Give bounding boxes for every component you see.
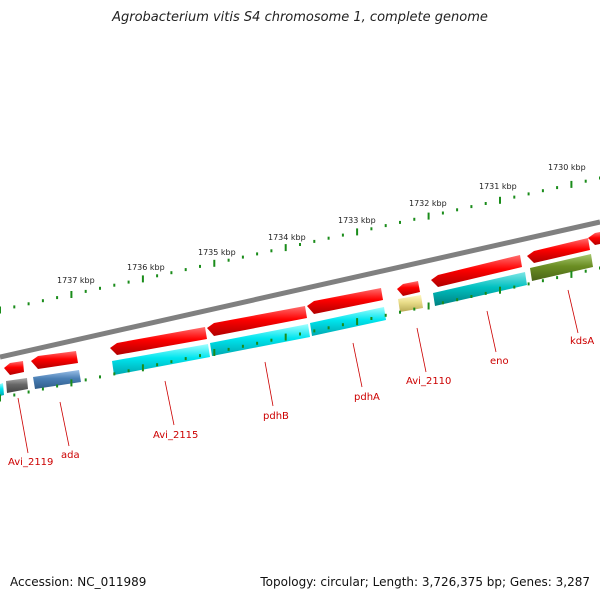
gene-leader-lines	[17, 289, 579, 454]
leader-line	[352, 342, 363, 388]
leader-line	[164, 380, 175, 426]
tick-label: 1733 kbp	[338, 216, 376, 225]
feature-cyan[interactable]	[0, 383, 4, 396]
cog-features	[0, 254, 593, 396]
cds-feature[interactable]	[527, 238, 590, 263]
tick-label: 1735 kbp	[198, 248, 236, 257]
gene-label[interactable]: eno	[490, 356, 509, 367]
leader-line	[264, 361, 274, 407]
inner-ruler-dots	[0, 266, 600, 402]
forward-strand-features	[4, 232, 600, 375]
gene-label[interactable]: Avi_2119	[8, 457, 53, 468]
gene-label[interactable]: Avi_2110	[406, 376, 451, 387]
leader-line	[17, 397, 29, 454]
cds-feature[interactable]	[110, 327, 207, 355]
tick-label: 1732 kbp	[409, 199, 447, 208]
feature-olive[interactable]	[530, 254, 593, 281]
genome-summary: Topology: circular; Length: 3,726,375 bp…	[260, 575, 590, 589]
feature-teal[interactable]	[433, 272, 527, 306]
ruler-labels: 1737 kbp 1736 kbp 1735 kbp 1734 kbp 1733…	[57, 163, 586, 285]
tick-label: 1736 kbp	[127, 263, 165, 272]
gene-label[interactable]: ada	[61, 450, 80, 461]
tick-label: 1730 kbp	[548, 163, 586, 172]
feature-khaki[interactable]	[398, 295, 423, 312]
leader-line	[416, 327, 427, 373]
feature-gray[interactable]	[6, 378, 28, 393]
feature-cyan[interactable]	[210, 324, 310, 356]
gene-label[interactable]: pdhA	[354, 392, 380, 403]
tick-label: 1737 kbp	[57, 276, 95, 285]
feature-cyan[interactable]	[112, 344, 210, 375]
gene-label[interactable]: Avi_2115	[153, 430, 198, 441]
genome-backbone	[0, 219, 600, 360]
gene-label[interactable]: kdsA	[570, 336, 594, 347]
leader-line	[567, 289, 579, 334]
feature-blue[interactable]	[33, 370, 81, 389]
accession-text: Accession: NC_011989	[10, 575, 147, 589]
cds-feature[interactable]	[431, 255, 522, 287]
cds-feature[interactable]	[31, 351, 78, 369]
tick-label: 1734 kbp	[268, 233, 306, 242]
cds-feature[interactable]	[588, 232, 600, 245]
cds-feature[interactable]	[397, 281, 420, 296]
gene-labels: Avi_2119 ada Avi_2115 pdhB pdhA Avi_2110…	[8, 336, 594, 468]
cds-feature[interactable]	[307, 288, 383, 314]
leader-line	[59, 401, 70, 447]
tick-label: 1731 kbp	[479, 182, 517, 191]
leader-line	[486, 310, 497, 353]
cds-feature[interactable]	[4, 361, 24, 375]
gene-label[interactable]: pdhB	[263, 411, 289, 422]
ruler-dots	[0, 176, 600, 314]
map-title: Agrobacterium vitis S4 chromosome 1, com…	[112, 10, 488, 25]
cds-feature[interactable]	[207, 306, 307, 336]
